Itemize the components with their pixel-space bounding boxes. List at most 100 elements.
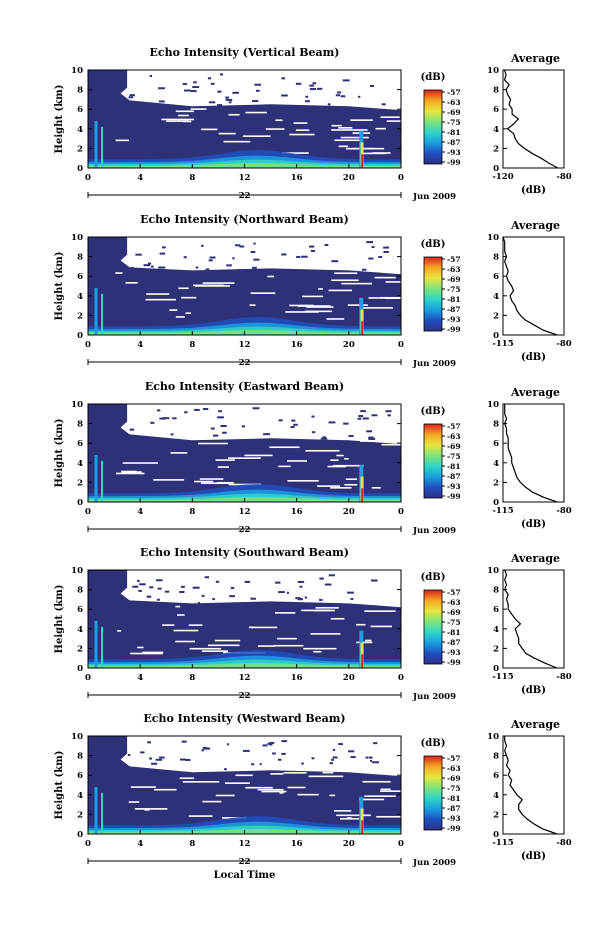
echo-gap xyxy=(318,288,323,290)
echo-speck xyxy=(350,756,356,759)
echo-gap xyxy=(277,637,297,640)
colorbar-tick-label: -57 xyxy=(447,588,461,597)
average-y-tick-label: 6 xyxy=(493,272,499,282)
y-tick-label: 6 xyxy=(77,439,83,449)
average-y-tick-label: 6 xyxy=(493,105,499,115)
echo-gap xyxy=(228,113,240,116)
x-tick-label: 16 xyxy=(291,839,303,849)
echo-speck xyxy=(242,749,250,752)
echo-speck xyxy=(138,589,142,592)
echo-speck xyxy=(254,83,262,86)
echo-speck xyxy=(210,82,215,85)
x-tick-label: 8 xyxy=(189,507,195,517)
echo-speck xyxy=(324,583,332,586)
echo-gap xyxy=(242,135,271,137)
colorbar-tick-label: -81 xyxy=(447,128,461,137)
echo-speck xyxy=(335,94,341,97)
echo-gap xyxy=(130,786,156,788)
echo-gap xyxy=(215,459,235,461)
echo-speck xyxy=(281,740,288,743)
echo-gap xyxy=(162,624,175,626)
day-label: 22 xyxy=(239,191,251,201)
average-y-tick-label: 2 xyxy=(493,478,499,488)
echo-gap xyxy=(386,120,401,122)
echo-speck xyxy=(241,425,246,428)
colorbar-tick-label: -81 xyxy=(447,462,461,471)
echo-gap xyxy=(121,470,137,473)
echo-speck xyxy=(159,756,165,759)
average-title: Average xyxy=(510,718,560,731)
echo-speck xyxy=(371,246,375,249)
y-tick-label: 2 xyxy=(77,810,83,820)
average-y-tick-label: 10 xyxy=(487,400,499,410)
echo-speck xyxy=(320,437,328,440)
echo-speck xyxy=(209,256,216,259)
echo-speck xyxy=(217,104,223,107)
echo-speck xyxy=(222,431,227,434)
echo-speck xyxy=(255,89,260,92)
colorbar-tick-label: -93 xyxy=(447,315,461,324)
x-tick-label: 12 xyxy=(239,507,251,517)
y-axis-label: Height (km) xyxy=(54,85,65,154)
echo-speck xyxy=(347,591,354,594)
echo-speck xyxy=(137,579,140,582)
average-x-label: (dB) xyxy=(521,185,546,196)
echo-speck xyxy=(201,594,205,597)
y-axis-label: Height (km) xyxy=(54,419,65,488)
echo-speck xyxy=(193,81,197,84)
colorbar xyxy=(423,755,443,831)
average-y-tick-label: 0 xyxy=(493,498,499,508)
colorbar-tick-label: -81 xyxy=(447,794,461,803)
echo-spike-late xyxy=(361,820,364,834)
echo-speck xyxy=(290,425,295,428)
echo-speck xyxy=(311,431,316,434)
colorbar-tick-label: -93 xyxy=(447,148,461,157)
echo-speck xyxy=(358,415,364,418)
echo-gap xyxy=(301,295,324,298)
echo-speck xyxy=(324,244,329,247)
echo-gap xyxy=(297,305,331,307)
average-y-tick-label: 4 xyxy=(493,292,499,302)
echo-speck xyxy=(311,415,315,418)
echo-gap xyxy=(331,279,359,282)
echo-gap xyxy=(336,454,344,457)
echo-gap xyxy=(217,466,229,468)
echo-gap xyxy=(375,127,386,130)
average-y-tick-label: 8 xyxy=(493,420,499,430)
echo-speck xyxy=(366,241,374,244)
panel-2: Echo Intensity (Eastward Beam) 0 2 4 6 8 10 Hei… xyxy=(54,380,572,536)
echo-speck xyxy=(310,250,315,253)
echo-gap xyxy=(368,297,386,299)
panel-title: Echo Intensity (Eastward Beam) xyxy=(145,380,344,393)
x-tick-label: 20 xyxy=(343,673,355,683)
echo-speck xyxy=(156,598,160,601)
echo-gap xyxy=(341,282,373,285)
echo-gap xyxy=(279,792,284,794)
average-line xyxy=(502,236,558,336)
y-tick-label: 0 xyxy=(77,164,83,174)
y-tick-label: 0 xyxy=(77,498,83,508)
echo-speck xyxy=(248,270,254,273)
average-profile: Average 0 2 4 6 8 10 -115 -80 (dB) xyxy=(487,386,572,530)
echo-speck xyxy=(158,266,166,269)
echo-speck xyxy=(225,96,229,99)
panel-1: Echo Intensity (Northward Beam) 0 2 4 6 8 10 He… xyxy=(54,213,572,369)
echo-speck xyxy=(217,416,224,419)
y-tick-label: 6 xyxy=(77,605,83,615)
colorbar-tick-label: -69 xyxy=(447,608,461,617)
echo-gap xyxy=(202,282,235,284)
echo-gap xyxy=(333,464,364,467)
echo-gap xyxy=(227,457,261,459)
echo-gap xyxy=(329,794,336,797)
colorbar-unit: (dB) xyxy=(421,239,446,250)
echo-speck xyxy=(184,89,191,92)
echo-gap xyxy=(362,152,387,155)
colorbar-tick-label: -57 xyxy=(447,88,461,97)
echo-speck xyxy=(331,260,339,263)
echo-speck xyxy=(127,603,130,606)
average-y-tick-label: 10 xyxy=(487,566,499,576)
echo-speck xyxy=(281,253,287,256)
y-tick-label: 8 xyxy=(77,752,83,762)
echo-speck xyxy=(215,580,220,583)
average-x-tick-label: -115 xyxy=(492,506,513,516)
